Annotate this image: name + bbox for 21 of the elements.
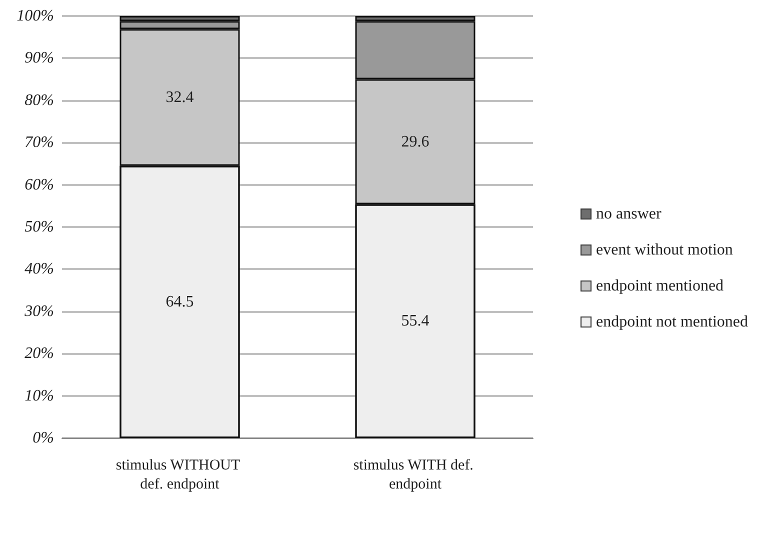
data-label: 29.6 (401, 133, 430, 150)
y-tick-label: 30% (24, 302, 54, 320)
y-tick-label: 20% (24, 345, 54, 362)
legend-label: endpoint not mentioned (596, 314, 748, 330)
y-tick-label: 10% (24, 387, 54, 404)
legend-label: no answer (596, 206, 662, 222)
y-tick-label: 60% (24, 176, 54, 194)
x-tick-label: stimulus WITH def. endpoint (353, 458, 478, 492)
x-tick-label: stimulus WITHOUT def. endpoint (116, 458, 244, 492)
y-tick-label: 50% (24, 218, 54, 236)
data-label: 32.4 (166, 88, 194, 106)
y-tick-label: 70% (24, 134, 54, 152)
data-label: 55.4 (401, 312, 430, 330)
y-tick-label: 90% (24, 50, 54, 67)
legend-label: endpoint mentioned (596, 278, 724, 294)
legend-label: event without motion (596, 242, 733, 258)
y-tick-label: 100% (16, 8, 54, 24)
y-tick-label: 80% (24, 92, 54, 109)
data-label: 64.5 (166, 293, 194, 310)
y-tick-label: 0% (32, 430, 54, 446)
y-tick-label: 40% (24, 260, 54, 278)
